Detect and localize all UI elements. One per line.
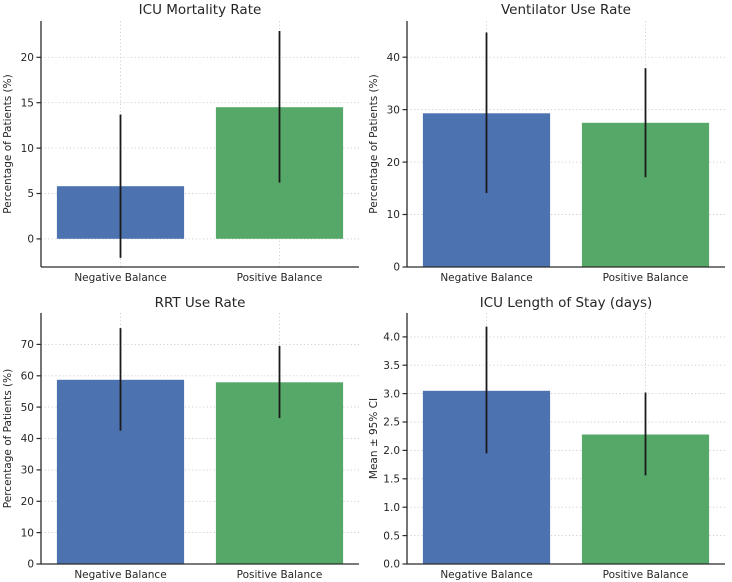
y-axis-label: Percentage of Patients (%)	[2, 369, 14, 508]
chart-title: ICU Mortality Rate	[139, 2, 262, 18]
y-tick-label: 2.0	[383, 445, 400, 457]
y-tick-label: 20	[387, 157, 400, 169]
y-axis-label: Mean ± 95% CI	[368, 398, 380, 479]
y-tick-label: 15	[21, 97, 34, 109]
y-tick-label: 0.0	[383, 559, 400, 571]
subplot-icu-length-of-stay: 0.0 0.5 1.0 1.5 2.0 2.5 3.0 3.5 4.0 Negative Bala…	[366, 291, 732, 582]
x-tick-label-negative-balance: Negative Balance	[74, 272, 166, 284]
y-tick-label: 40	[387, 52, 400, 64]
y-tick-label: 1.0	[383, 502, 400, 514]
y-tick-label: 5	[27, 188, 34, 200]
x-tick-label-positive-balance: Positive Balance	[603, 569, 689, 581]
chart-title: ICU Length of Stay (days)	[480, 295, 653, 311]
y-tick-label: 0	[27, 559, 34, 571]
y-tick-label: 4.0	[383, 332, 400, 344]
y-tick-label: 30	[21, 465, 34, 477]
chart-canvas: 0 10 20 30 40 50 60 70 Negative Balance Positive …	[2, 295, 359, 581]
y-tick-label: 20	[21, 496, 34, 508]
y-tick-label: 3.0	[383, 388, 400, 400]
x-tick-label-negative-balance: Negative Balance	[74, 569, 166, 581]
y-tick-label: 10	[387, 209, 400, 221]
y-axis-label: Percentage of Patients (%)	[2, 74, 14, 213]
y-tick-label: 70	[21, 339, 34, 351]
chart-canvas: 0 5 10 15 20 Negative Balance Positive Balance…	[2, 2, 359, 284]
chart-canvas: 0 10 20 30 40 Negative Balance Positive Balanc…	[368, 2, 725, 284]
y-tick-label: 2.5	[383, 417, 400, 429]
chart-title: Ventilator Use Rate	[501, 2, 631, 18]
subplot-rrt-use-rate: 0 10 20 30 40 50 60 70 Negative Balance Positive …	[0, 291, 366, 582]
chart-title: RRT Use Rate	[155, 295, 246, 311]
y-tick-label: 1.5	[383, 474, 400, 486]
y-tick-label: 30	[387, 104, 400, 116]
y-tick-label: 20	[21, 52, 34, 64]
y-tick-label: 0	[393, 262, 400, 274]
x-tick-label-negative-balance: Negative Balance	[440, 569, 532, 581]
subplot-ventilator-use-rate: 0 10 20 30 40 Negative Balance Positive Balanc…	[366, 0, 732, 291]
y-tick-label: 40	[21, 433, 34, 445]
y-axis-label: Percentage of Patients (%)	[368, 74, 380, 213]
y-tick-label: 10	[21, 527, 34, 539]
chart-canvas: 0.0 0.5 1.0 1.5 2.0 2.5 3.0 3.5 4.0 Negative Bala…	[368, 295, 725, 581]
x-tick-label-positive-balance: Positive Balance	[237, 272, 323, 284]
x-tick-label-positive-balance: Positive Balance	[237, 569, 323, 581]
y-tick-label: 10	[21, 143, 34, 155]
subplot-icu-mortality-rate: 0 5 10 15 20 Negative Balance Positive Balance…	[0, 0, 366, 291]
y-tick-label: 50	[21, 402, 34, 414]
y-tick-label: 3.5	[383, 360, 400, 372]
x-tick-label-negative-balance: Negative Balance	[440, 272, 532, 284]
y-tick-label: 0	[27, 234, 34, 246]
x-tick-label-positive-balance: Positive Balance	[603, 272, 689, 284]
y-tick-label: 60	[21, 371, 34, 383]
y-tick-label: 0.5	[383, 530, 400, 542]
